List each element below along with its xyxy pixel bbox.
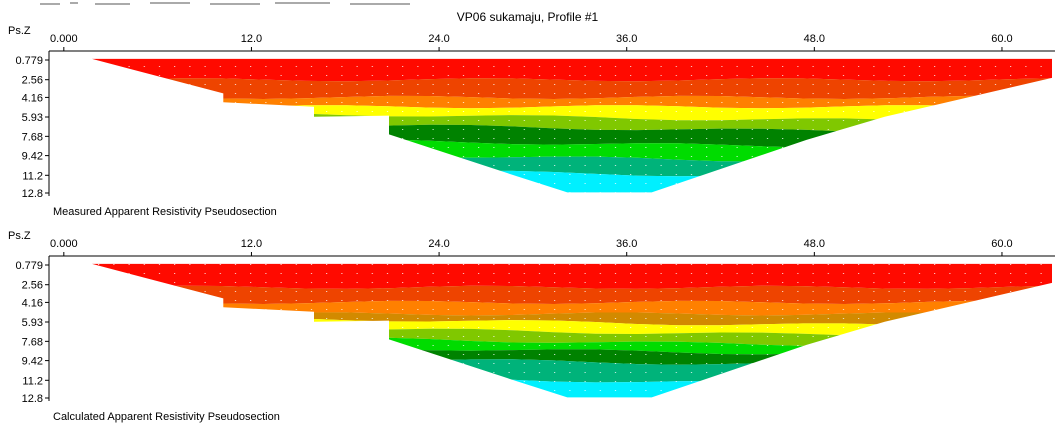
y-tick-label: 2.56 bbox=[22, 280, 43, 292]
measured-panel: Ps.Z 0.000 12.0 24.0 36.0 48.0 60.0 0.779 2.56 4.… bbox=[8, 25, 1055, 200]
y-tick-label: 0.779 bbox=[15, 55, 43, 67]
x-tick-label: 12.0 bbox=[241, 238, 262, 250]
x-tick-label: 60.0 bbox=[991, 238, 1012, 250]
x-tick-label: 0.000 bbox=[50, 238, 78, 250]
data-point-dots bbox=[92, 58, 1052, 193]
data-point-dots bbox=[92, 263, 1052, 398]
y-tick-label: 0.779 bbox=[15, 260, 43, 272]
x-tick-label: 36.0 bbox=[616, 238, 637, 250]
y-tick-label: 4.16 bbox=[22, 297, 43, 309]
chart-title: VP06 sukamaju, Profile #1 bbox=[456, 10, 599, 24]
x-tick-label: 36.0 bbox=[616, 33, 637, 45]
x-tick-label: 0.000 bbox=[50, 33, 78, 45]
y-tick-label: 5.93 bbox=[22, 112, 43, 124]
y-tick-label: 7.68 bbox=[22, 336, 43, 348]
top-text-strip bbox=[0, 0, 1055, 9]
y-tick-label: 12.8 bbox=[22, 393, 43, 405]
x-tick-label: 12.0 bbox=[241, 33, 262, 45]
calculated-panel: Ps.Z 0.000 12.0 24.0 36.0 48.0 60.0 0.779 2.56 4.… bbox=[8, 230, 1055, 405]
x-tick-label: 24.0 bbox=[428, 33, 449, 45]
y-tick-label: 5.93 bbox=[22, 317, 43, 329]
y-tick-label: 9.42 bbox=[22, 356, 43, 368]
y-tick-label: 11.2 bbox=[22, 170, 43, 182]
calculated-section-caption: Calculated Apparent Resistivity Pseudose… bbox=[53, 411, 280, 423]
y-tick-label: 4.16 bbox=[22, 92, 43, 104]
y-tick-label: 7.68 bbox=[22, 131, 43, 143]
y-tick-label: 2.56 bbox=[22, 75, 43, 87]
x-tick-label: 60.0 bbox=[991, 33, 1012, 45]
cropped-text-strip-graphic bbox=[40, 2, 410, 5]
y-tick-label: 11.2 bbox=[22, 375, 43, 387]
x-tick-label: 48.0 bbox=[804, 238, 825, 250]
y-axis-label: Ps.Z bbox=[8, 230, 31, 242]
x-tick-label: 24.0 bbox=[428, 238, 449, 250]
y-tick-label: 12.8 bbox=[22, 188, 43, 200]
x-tick-label: 48.0 bbox=[804, 33, 825, 45]
measured-section-caption: Measured Apparent Resistivity Pseudosect… bbox=[53, 206, 277, 218]
y-tick-label: 9.42 bbox=[22, 151, 43, 163]
y-axis-label: Ps.Z bbox=[8, 25, 31, 37]
